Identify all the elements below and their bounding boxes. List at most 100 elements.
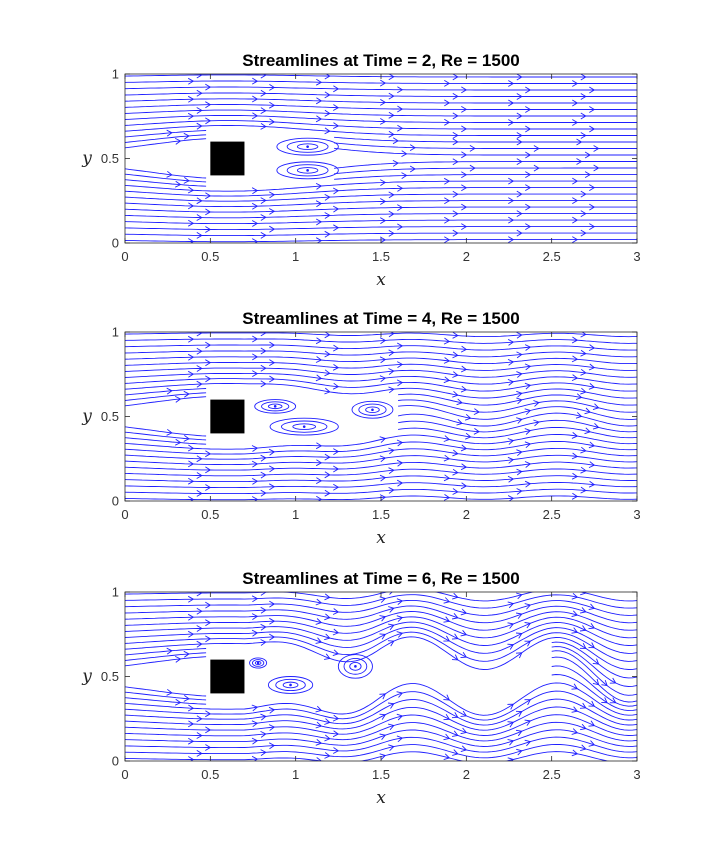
flow-arrow xyxy=(576,138,583,146)
flow-arrow xyxy=(516,229,523,237)
vortex-loop xyxy=(343,658,368,675)
flow-arrow xyxy=(444,80,451,87)
flow-arrow xyxy=(507,438,515,445)
flow-arrow xyxy=(251,202,259,210)
flow-arrow xyxy=(166,688,173,696)
vortex-center xyxy=(256,661,260,665)
flow-arrow xyxy=(452,158,459,166)
flow-arrow xyxy=(260,730,267,738)
flow-arrow xyxy=(443,616,451,623)
y-tick-label: 0.5 xyxy=(101,151,119,166)
flow-arrow xyxy=(205,450,212,458)
streamline xyxy=(125,98,637,104)
flow-arrow xyxy=(196,455,203,463)
streamline xyxy=(125,626,637,654)
streamline xyxy=(125,219,637,225)
flow-arrow xyxy=(508,197,515,204)
streamline xyxy=(125,648,207,656)
flow-arrow xyxy=(260,107,267,114)
flow-arrow xyxy=(251,112,259,120)
flow-arrow xyxy=(444,118,451,126)
flow-arrow xyxy=(444,236,451,243)
streamline xyxy=(125,114,637,123)
flow-arrow xyxy=(388,74,395,81)
flow-arrow xyxy=(508,99,515,107)
flow-arrow xyxy=(452,112,459,120)
flow-arrow xyxy=(205,83,212,91)
vortex-loop xyxy=(365,406,380,414)
flow-arrow xyxy=(183,132,190,140)
flow-arrow xyxy=(187,335,195,343)
flow-arrow xyxy=(260,89,267,97)
flow-arrow xyxy=(379,118,387,125)
flow-arrow xyxy=(515,729,523,737)
flow-arrow xyxy=(187,353,195,361)
flow-arrow xyxy=(452,592,459,600)
flow-arrow xyxy=(571,706,579,713)
flow-arrow xyxy=(324,752,331,759)
flow-arrow xyxy=(260,639,267,646)
flow-arrow xyxy=(188,496,195,501)
flow-arrow xyxy=(452,332,459,339)
flow-arrow xyxy=(588,363,596,371)
flow-arrow xyxy=(584,407,591,415)
flow-arrow xyxy=(515,632,523,639)
flow-arrow xyxy=(460,385,468,393)
flow-arrow xyxy=(396,691,404,698)
flow-arrow xyxy=(580,132,587,139)
flow-arrow xyxy=(516,592,523,600)
streamline xyxy=(125,125,637,136)
flow-arrow xyxy=(588,461,596,469)
flow-arrow xyxy=(401,172,408,179)
flow-arrow xyxy=(388,230,395,237)
streamline xyxy=(125,434,637,450)
flow-arrow xyxy=(388,111,395,119)
flow-arrow xyxy=(473,408,480,416)
flow-arrow xyxy=(571,683,579,690)
flow-arrow xyxy=(571,472,579,480)
flow-arrow xyxy=(379,596,387,603)
flow-arrow xyxy=(268,448,276,456)
streamline xyxy=(125,729,637,747)
flow-arrow xyxy=(507,358,515,366)
obstacle-block xyxy=(210,141,245,176)
flow-arrow xyxy=(187,460,195,468)
flow-arrow xyxy=(571,627,579,634)
flow-arrow xyxy=(443,474,451,482)
flow-arrow xyxy=(332,730,340,738)
flow-arrow xyxy=(188,238,195,243)
streamline xyxy=(125,396,207,407)
flow-arrow xyxy=(379,375,387,383)
flow-arrow xyxy=(251,613,259,620)
x-tick-label: 0.5 xyxy=(201,767,219,782)
flow-arrow xyxy=(388,386,395,394)
flow-arrow xyxy=(379,713,387,720)
flow-arrow xyxy=(396,459,404,467)
flow-arrow xyxy=(601,679,608,687)
flow-arrow xyxy=(396,342,404,350)
flow-arrow xyxy=(465,432,472,440)
flow-arrow xyxy=(580,229,587,237)
plot-area xyxy=(125,74,637,243)
flow-arrow xyxy=(444,99,451,107)
flow-arrow xyxy=(166,170,173,178)
flow-arrow xyxy=(379,179,387,186)
flow-arrow xyxy=(443,635,451,642)
flow-arrow xyxy=(324,369,331,377)
flow-arrow xyxy=(593,164,600,172)
flow-arrow xyxy=(524,441,532,449)
flow-arrow xyxy=(588,642,596,649)
flow-arrow xyxy=(460,365,468,373)
y-tick-label: 0.5 xyxy=(101,409,119,424)
flow-arrow xyxy=(379,494,387,501)
streamline xyxy=(398,399,637,413)
flow-arrow xyxy=(251,478,259,485)
flow-arrow xyxy=(268,118,276,126)
x-tick-label: 2.5 xyxy=(543,249,561,264)
x-tick-label: 1 xyxy=(292,767,299,782)
y-axis-label: y xyxy=(81,149,92,169)
flow-arrow xyxy=(571,492,579,500)
flow-arrow xyxy=(324,489,331,497)
flow-arrow xyxy=(588,622,596,630)
